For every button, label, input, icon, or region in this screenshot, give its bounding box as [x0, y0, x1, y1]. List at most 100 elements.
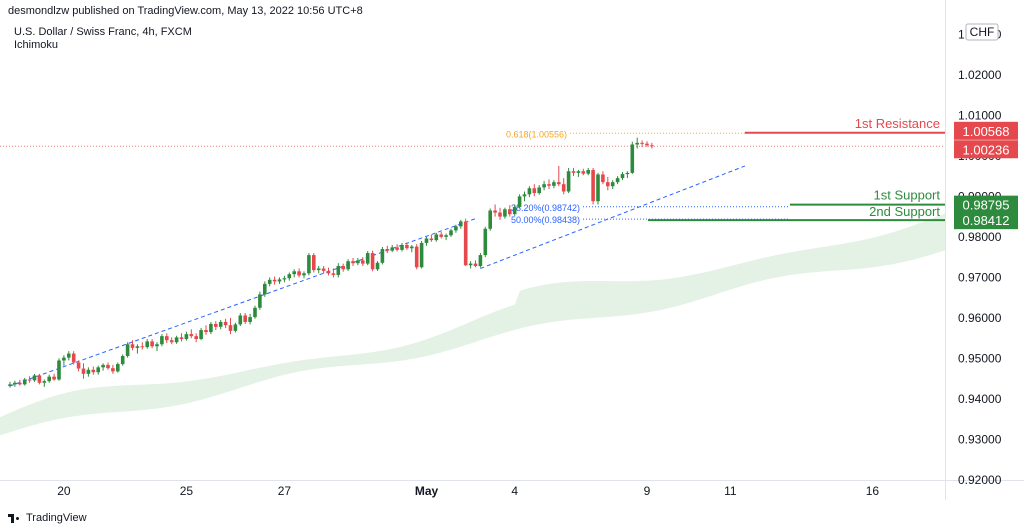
candle-body — [316, 268, 321, 271]
candle-body — [101, 364, 105, 368]
candle-body — [130, 344, 135, 348]
candle-body — [586, 170, 590, 174]
candle-body — [272, 279, 277, 282]
candle-body — [650, 145, 654, 147]
candle-body — [125, 344, 130, 357]
x-tick-label: 4 — [511, 484, 518, 498]
candle-body — [336, 266, 341, 275]
candle-body — [351, 261, 355, 264]
candle-body — [449, 230, 453, 236]
candle-body — [414, 246, 419, 268]
candle-body — [522, 194, 527, 197]
current-price-tag-bg — [954, 140, 1018, 159]
candle-body — [473, 263, 478, 267]
candle-body — [27, 379, 32, 381]
candle-body — [463, 221, 468, 266]
candle-body — [106, 364, 110, 369]
candle-body — [228, 325, 233, 331]
symbol-title: U.S. Dollar / Swiss Franc, 4h, FXCM — [14, 26, 192, 38]
candle-body — [591, 170, 595, 202]
candle-body — [169, 340, 174, 343]
candle-body — [282, 278, 287, 280]
fib-anchor-line-1 — [9, 218, 476, 387]
candle-body — [557, 182, 561, 185]
candle-body — [610, 182, 615, 187]
candle-body — [37, 375, 42, 383]
candle-body — [253, 307, 257, 318]
candle-body — [615, 178, 620, 183]
candle-body — [620, 174, 625, 179]
candle-body — [576, 171, 581, 173]
candle-body — [532, 188, 537, 194]
resistance-price-tag-bg — [954, 121, 1018, 140]
candle-body — [370, 253, 375, 270]
level-name: 1st Support — [874, 188, 941, 203]
candle-body — [116, 364, 120, 372]
candle-body — [312, 255, 316, 271]
candle-body — [67, 353, 71, 358]
candle-body — [581, 171, 586, 174]
x-tick-label: 27 — [278, 484, 292, 498]
candle-body — [267, 279, 272, 284]
x-tick-label: 20 — [57, 484, 71, 498]
candle-body — [390, 247, 394, 251]
candle-body — [248, 317, 252, 322]
candle-body — [547, 184, 551, 186]
candle-body — [209, 323, 213, 333]
candle-body — [189, 334, 194, 337]
candle-body — [478, 255, 483, 267]
candle-body — [439, 234, 443, 237]
candle-body — [42, 381, 47, 383]
candle-body — [419, 242, 424, 268]
publisher-line: desmondlzw published on TradingView.com,… — [8, 5, 363, 17]
y-tick-label: 0.92000 — [958, 473, 1002, 487]
candle-body — [160, 336, 164, 345]
y-tick-label: 0.95000 — [958, 351, 1002, 365]
candle-body — [361, 260, 365, 264]
candle-body — [400, 244, 404, 250]
candle-body — [630, 144, 635, 173]
candle-body — [527, 188, 532, 195]
candle-body — [512, 206, 517, 215]
candle-body — [635, 142, 639, 145]
candle-body — [179, 337, 184, 339]
support1-price-tag-bg — [954, 195, 1018, 214]
tradingview-logo-icon — [8, 513, 22, 523]
candle-body — [625, 172, 630, 175]
candle-body — [429, 238, 434, 241]
candle-body — [204, 330, 208, 333]
candle-body — [218, 321, 223, 327]
candle-body — [194, 336, 198, 339]
y-tick-label: 0.94000 — [958, 392, 1002, 406]
candle-body — [375, 262, 380, 270]
candle-body — [537, 187, 541, 194]
level-name: 2nd Support — [869, 204, 940, 219]
candle-body — [493, 210, 497, 213]
candle-body — [424, 238, 429, 243]
candle-body — [263, 283, 267, 295]
candle-body — [13, 382, 17, 385]
candle-body — [214, 323, 218, 327]
candle-body — [243, 315, 247, 322]
indicator-name[interactable]: Ichimoku — [14, 39, 59, 51]
y-tick-label: 0.96000 — [958, 311, 1002, 325]
currency-box — [965, 23, 999, 41]
candle-body — [566, 171, 571, 192]
candle-body — [542, 184, 546, 188]
x-tick-label: 25 — [180, 484, 194, 498]
candle-body — [596, 174, 600, 202]
price-chart[interactable]: 1.030001.020001.010001.000000.990000.980… — [0, 0, 1024, 500]
candle-body — [503, 209, 507, 217]
x-tick-label: 11 — [724, 484, 737, 498]
fib-level-label: 50.00%(0.98438) — [511, 215, 580, 225]
candle-body — [346, 261, 350, 270]
candle-body — [57, 360, 61, 380]
candle-body — [184, 334, 189, 339]
candle-body — [199, 330, 203, 339]
candle-body — [395, 247, 399, 250]
footer-brand: TradingView — [26, 512, 87, 524]
candle-body — [174, 337, 179, 343]
candle-body — [454, 226, 458, 231]
candle-body — [238, 315, 243, 325]
candle-body — [468, 263, 473, 266]
